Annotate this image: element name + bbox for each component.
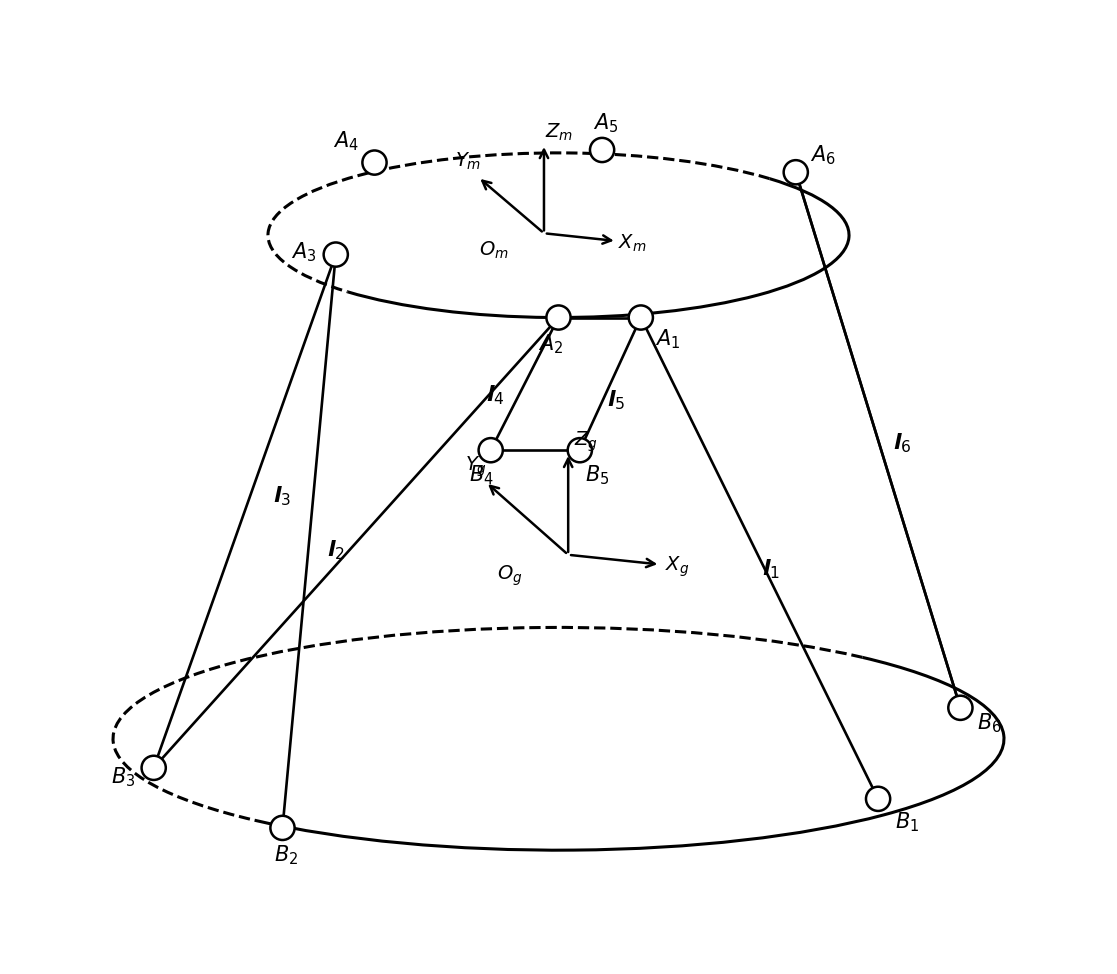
Text: $Y_g$: $Y_g$ — [465, 455, 487, 479]
Circle shape — [784, 160, 808, 184]
Text: $O_g$: $O_g$ — [497, 564, 523, 588]
Text: $A_5$: $A_5$ — [593, 111, 619, 134]
Text: $Z_m$: $Z_m$ — [545, 122, 573, 143]
Circle shape — [362, 150, 386, 174]
Text: $Y_m$: $Y_m$ — [456, 151, 481, 172]
Text: $A_6$: $A_6$ — [810, 143, 836, 167]
Circle shape — [866, 787, 890, 811]
Text: $A_2$: $A_2$ — [538, 333, 563, 356]
Circle shape — [478, 438, 503, 463]
Circle shape — [948, 695, 973, 720]
Text: $B_2$: $B_2$ — [275, 843, 298, 867]
Text: $\boldsymbol{l}_2$: $\boldsymbol{l}_2$ — [326, 539, 345, 562]
Text: $B_3$: $B_3$ — [111, 766, 135, 789]
Text: $B_5$: $B_5$ — [585, 464, 610, 487]
Text: $X_m$: $X_m$ — [618, 233, 647, 253]
Text: $Z_g$: $Z_g$ — [574, 430, 598, 454]
Text: $X_g$: $X_g$ — [666, 554, 690, 579]
Text: $B_6$: $B_6$ — [977, 711, 1002, 735]
Circle shape — [590, 138, 614, 162]
Text: $B_4$: $B_4$ — [469, 464, 494, 487]
Text: $O_m$: $O_m$ — [479, 240, 508, 261]
Text: $\boldsymbol{l}_3$: $\boldsymbol{l}_3$ — [274, 485, 292, 508]
Circle shape — [567, 438, 592, 463]
Circle shape — [324, 243, 347, 267]
Text: $B_1$: $B_1$ — [895, 810, 919, 834]
Circle shape — [142, 756, 165, 780]
Text: $A_4$: $A_4$ — [333, 130, 359, 153]
Text: $A_1$: $A_1$ — [656, 327, 680, 351]
Text: $\boldsymbol{l}_4$: $\boldsymbol{l}_4$ — [486, 383, 505, 407]
Text: $A_3$: $A_3$ — [292, 241, 316, 264]
Text: $\boldsymbol{l}_5$: $\boldsymbol{l}_5$ — [608, 388, 626, 412]
Text: $\boldsymbol{l}_6$: $\boldsymbol{l}_6$ — [892, 431, 911, 455]
Text: $\boldsymbol{l}_1$: $\boldsymbol{l}_1$ — [763, 557, 781, 581]
Circle shape — [270, 816, 295, 840]
Circle shape — [629, 306, 653, 329]
Circle shape — [546, 306, 571, 329]
